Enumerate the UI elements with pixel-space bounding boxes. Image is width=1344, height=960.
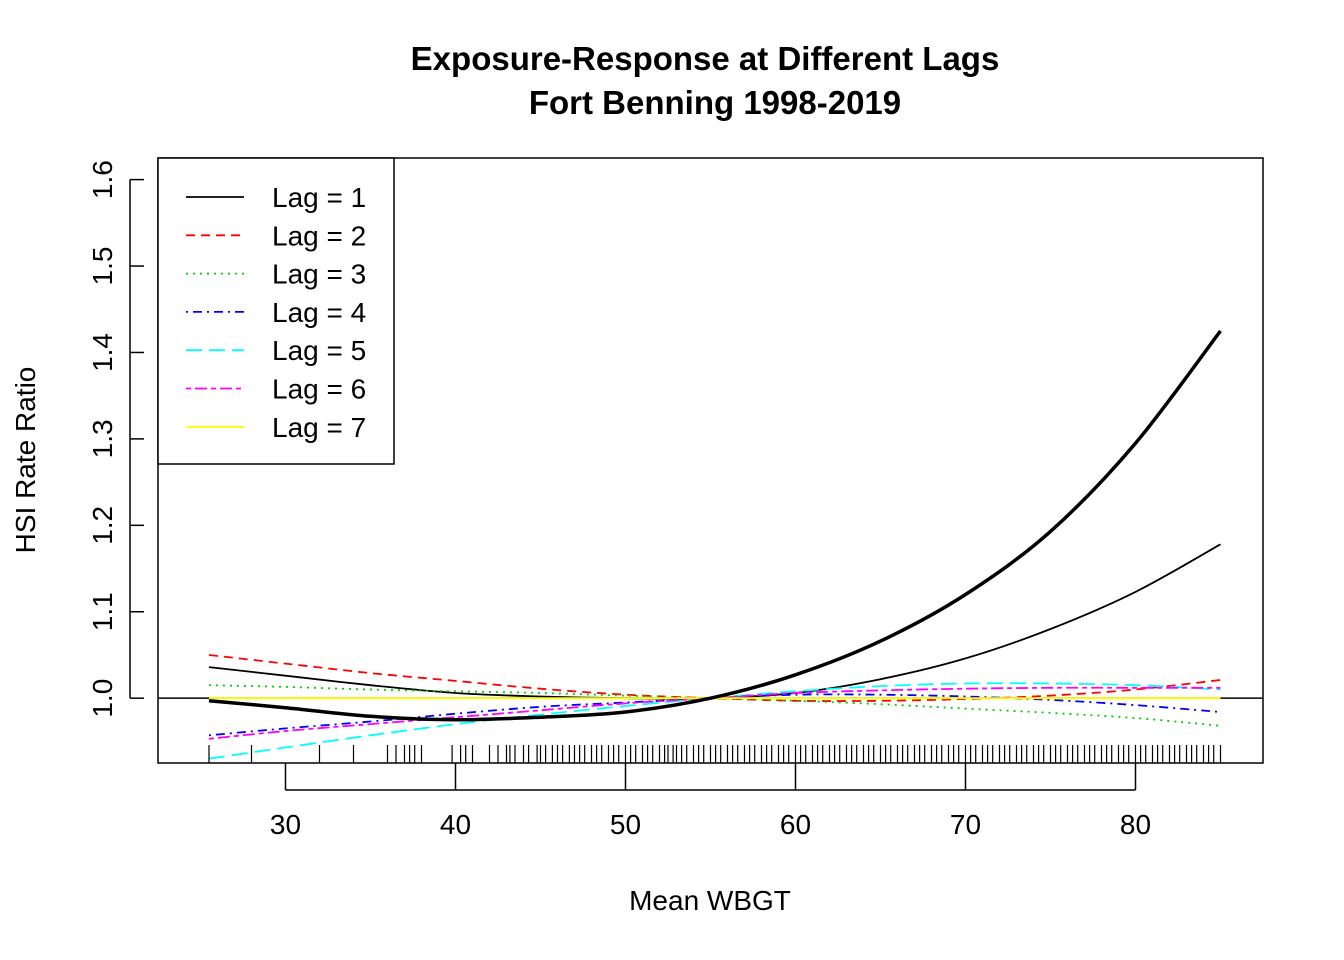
legend-label-lag-1: Lag = 1 — [272, 182, 366, 213]
y-axis: 1.0 1.1 1.2 1.3 1.4 1.5 1.6 — [87, 160, 144, 718]
x-axis-label: Mean WBGT — [629, 885, 791, 916]
y-tick-label: 1.6 — [87, 160, 118, 199]
legend-label-lag-6: Lag = 6 — [272, 374, 366, 405]
series-line-lag-3 — [208, 684, 1221, 727]
x-tick-label: 30 — [270, 809, 301, 840]
y-tick-label: 1.4 — [87, 333, 118, 372]
y-tick-label: 1.1 — [87, 592, 118, 631]
y-axis-label: HSI Rate Ratio — [10, 367, 41, 554]
x-tick-label: 70 — [950, 809, 981, 840]
legend-label-lag-4: Lag = 4 — [272, 297, 366, 328]
y-tick-label: 1.5 — [87, 247, 118, 286]
legend-label-lag-3: Lag = 3 — [272, 259, 366, 290]
y-tick-label: 1.0 — [87, 679, 118, 718]
legend-label-lag-5: Lag = 5 — [272, 335, 366, 366]
x-tick-label: 40 — [440, 809, 471, 840]
overall-curve — [208, 329, 1222, 722]
x-tick-label: 80 — [1120, 809, 1151, 840]
x-tick-label: 60 — [780, 809, 811, 840]
chart-title: Exposure-Response at Different Lags — [411, 40, 1000, 77]
series-line-lag-2 — [208, 654, 1221, 702]
x-axis: 30 40 50 60 70 80 — [270, 763, 1151, 840]
series-line-lag-5 — [208, 682, 1221, 760]
y-tick-label: 1.2 — [87, 506, 118, 545]
series-line-lag-4 — [208, 693, 1221, 737]
legend-box — [157, 157, 395, 465]
rug-layer — [208, 745, 1222, 763]
y-tick-label: 1.3 — [87, 419, 118, 458]
chart-subtitle: Fort Benning 1998-2019 — [529, 84, 901, 121]
x-tick-label: 50 — [610, 809, 641, 840]
legend: Lag = 1 Lag = 2 Lag = 3 Lag = 4 Lag = 5 Lag =… — [157, 157, 395, 465]
legend-label-lag-2: Lag = 2 — [272, 220, 366, 251]
legend-label-lag-7: Lag = 7 — [272, 412, 366, 443]
curves-layer — [158, 329, 1263, 760]
series-line-lag-1 — [208, 543, 1221, 700]
